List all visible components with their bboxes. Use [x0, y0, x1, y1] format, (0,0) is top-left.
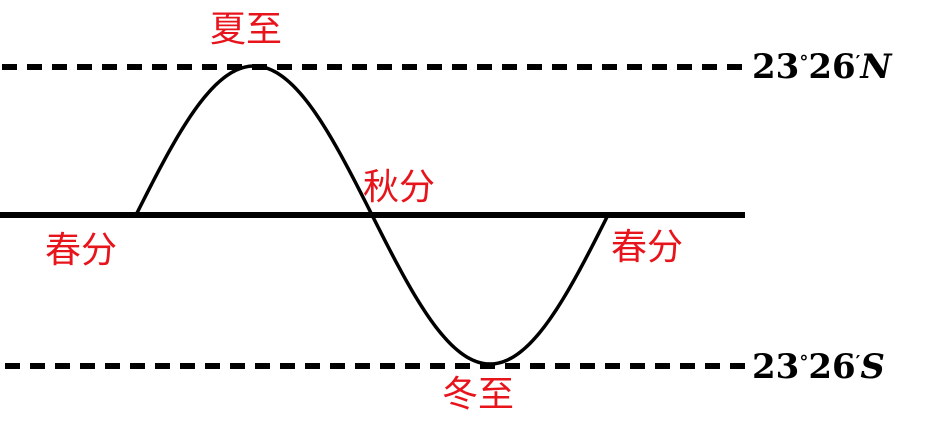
south-degrees: 23: [752, 347, 800, 387]
south-minute-symbol: ′: [855, 352, 861, 373]
south-minutes: 26: [808, 347, 856, 387]
autumn-equinox-label: 秋分: [363, 167, 436, 208]
north-minutes: 26: [808, 47, 856, 87]
winter-solstice-label: 冬至: [442, 374, 515, 415]
north-hemisphere: N: [860, 47, 892, 87]
spring-equinox-right-label: 春分: [611, 227, 684, 268]
sun-direct-point-curve: [134, 64, 610, 366]
south-degree-symbol: °: [799, 352, 809, 373]
south-hemisphere: S: [860, 347, 885, 387]
spring-equinox-left-label: 春分: [45, 230, 118, 271]
north-degrees: 23: [752, 47, 800, 87]
north-degree-symbol: °: [799, 52, 809, 73]
tropic-of-capricorn-latitude-label: 23°26′S: [752, 348, 885, 386]
summer-solstice-label: 夏至: [210, 9, 283, 50]
tropic-of-cancer-latitude-label: 23°26′N: [752, 48, 891, 86]
north-minute-symbol: ′: [855, 52, 861, 73]
